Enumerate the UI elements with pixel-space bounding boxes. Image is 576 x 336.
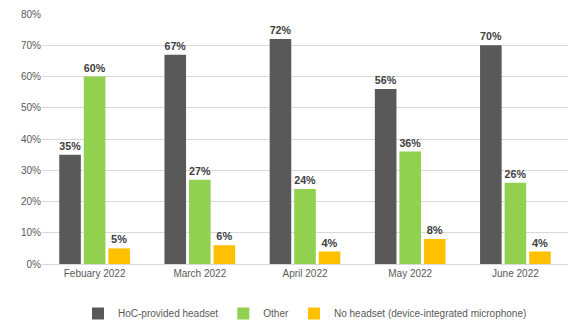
svg-text:26%: 26% <box>505 168 527 180</box>
svg-text:60%: 60% <box>84 62 106 74</box>
svg-text:35%: 35% <box>59 140 81 152</box>
svg-text:20%: 20% <box>21 196 41 207</box>
svg-text:March 2022: March 2022 <box>173 268 226 279</box>
svg-text:5%: 5% <box>111 233 127 245</box>
svg-text:10%: 10% <box>21 227 41 238</box>
svg-text:50%: 50% <box>21 102 41 113</box>
svg-text:80%: 80% <box>21 9 41 20</box>
svg-text:May 2022: May 2022 <box>388 268 432 279</box>
svg-text:40%: 40% <box>21 134 41 145</box>
svg-text:24%: 24% <box>294 174 316 186</box>
svg-text:30%: 30% <box>21 165 41 176</box>
svg-text:72%: 72% <box>270 24 292 36</box>
svg-text:HoC-provided headset: HoC-provided headset <box>118 308 218 319</box>
svg-text:60%: 60% <box>21 71 41 82</box>
svg-text:Febuary 2022: Febuary 2022 <box>64 268 126 279</box>
svg-text:April 2022: April 2022 <box>282 268 327 279</box>
svg-text:June 2022: June 2022 <box>492 268 539 279</box>
svg-text:Other: Other <box>263 308 289 319</box>
svg-text:27%: 27% <box>189 165 211 177</box>
svg-text:4%: 4% <box>532 237 548 249</box>
svg-text:0%: 0% <box>27 259 42 270</box>
svg-text:70%: 70% <box>21 40 41 51</box>
svg-text:36%: 36% <box>399 137 421 149</box>
svg-text:70%: 70% <box>480 30 502 42</box>
svg-text:4%: 4% <box>321 237 337 249</box>
svg-text:8%: 8% <box>427 224 443 236</box>
svg-text:No headset (device-integrated: No headset (device-integrated microphone… <box>334 308 526 319</box>
svg-text:6%: 6% <box>216 230 232 242</box>
svg-text:56%: 56% <box>375 74 397 86</box>
svg-text:67%: 67% <box>164 40 186 52</box>
